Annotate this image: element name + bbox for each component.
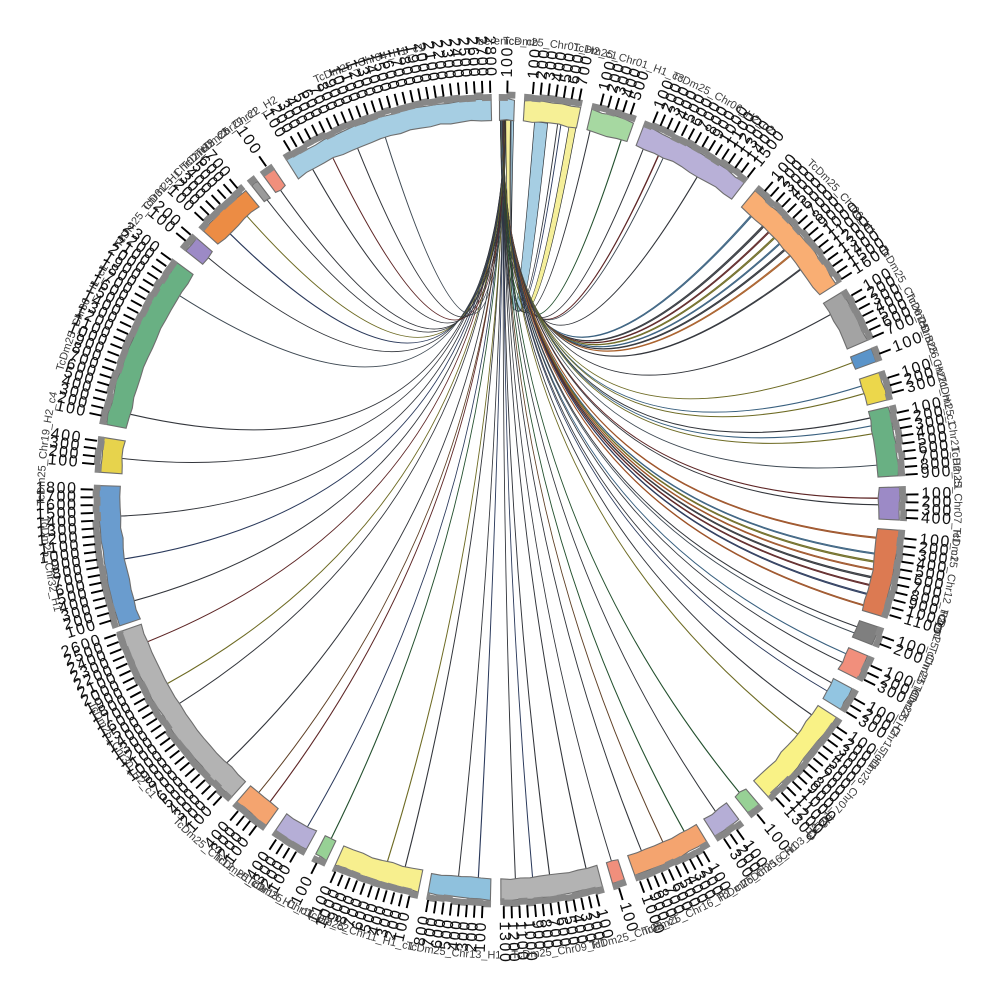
svg-text:1200: 1200	[37, 529, 80, 550]
svg-text:1100: 1100	[512, 921, 531, 963]
svg-text:600: 600	[566, 52, 588, 86]
svg-text:200: 200	[912, 403, 946, 426]
svg-text:200: 200	[921, 494, 953, 511]
svg-text:700: 700	[574, 53, 597, 87]
svg-text:1300: 1300	[496, 921, 513, 963]
svg-text:600: 600	[552, 916, 573, 950]
svg-text:100: 100	[472, 921, 490, 953]
svg-text:700: 700	[910, 579, 944, 602]
svg-text:100: 100	[390, 909, 414, 943]
svg-text:100: 100	[525, 47, 545, 80]
svg-text:1600: 1600	[35, 497, 77, 515]
svg-text:1000: 1000	[38, 545, 82, 567]
svg-text:200: 200	[48, 443, 81, 463]
svg-text:300: 300	[576, 911, 599, 945]
svg-text:400: 400	[446, 919, 466, 952]
svg-text:2400: 2400	[445, 37, 466, 80]
svg-text:600: 600	[917, 437, 950, 458]
svg-text:2500: 2500	[454, 36, 474, 79]
svg-text:100: 100	[54, 397, 88, 420]
svg-text:100: 100	[47, 451, 80, 471]
svg-text:2300: 2300	[436, 38, 458, 82]
svg-text:800: 800	[908, 587, 943, 611]
svg-text:500: 500	[55, 585, 90, 609]
svg-text:900: 900	[50, 553, 84, 574]
svg-text:400: 400	[50, 425, 84, 446]
svg-text:1400: 1400	[36, 513, 79, 532]
svg-text:500: 500	[914, 563, 948, 585]
svg-text:200: 200	[584, 909, 608, 943]
svg-text:200: 200	[533, 47, 553, 80]
svg-text:berenice_cb: berenice_cb	[478, 35, 539, 49]
svg-text:200: 200	[463, 920, 482, 952]
svg-text:2100: 2100	[419, 40, 442, 84]
svg-text:700: 700	[544, 917, 565, 950]
svg-text:500: 500	[437, 917, 458, 950]
svg-text:300: 300	[49, 434, 82, 455]
svg-text:600: 600	[54, 577, 88, 600]
svg-text:300: 300	[921, 502, 953, 520]
svg-text:200: 200	[56, 389, 91, 413]
svg-text:2600: 2600	[463, 36, 483, 79]
svg-text:300: 300	[454, 919, 473, 952]
svg-text:800: 800	[51, 561, 85, 583]
svg-text:400: 400	[568, 913, 590, 947]
svg-text:600: 600	[912, 571, 946, 594]
svg-text:100: 100	[499, 46, 517, 78]
svg-text:1000: 1000	[520, 920, 540, 963]
svg-text:100: 100	[910, 394, 944, 417]
svg-text:700: 700	[919, 446, 952, 466]
svg-text:100: 100	[921, 485, 953, 502]
svg-text:1300: 1300	[36, 521, 79, 541]
svg-text:800: 800	[919, 454, 952, 473]
svg-text:800: 800	[411, 913, 433, 947]
svg-text:2200: 2200	[428, 39, 451, 83]
svg-text:TcDm25_Chr07_H1_c1: TcDm25_Chr07_H1_c1	[947, 446, 963, 562]
svg-text:200: 200	[918, 539, 951, 560]
svg-text:700: 700	[52, 569, 86, 592]
svg-text:900: 900	[920, 463, 952, 482]
svg-text:1800: 1800	[35, 479, 77, 497]
svg-text:400: 400	[915, 420, 949, 442]
svg-text:400: 400	[550, 49, 571, 83]
svg-text:1200: 1200	[504, 921, 522, 963]
svg-text:1700: 1700	[35, 488, 77, 505]
svg-text:100: 100	[919, 531, 952, 551]
svg-text:700: 700	[420, 915, 442, 949]
svg-text:300: 300	[541, 48, 562, 81]
svg-text:500: 500	[916, 428, 950, 449]
svg-text:1100: 1100	[39, 537, 81, 558]
svg-text:900: 900	[528, 919, 548, 952]
svg-text:600: 600	[428, 916, 449, 950]
svg-text:2700: 2700	[472, 36, 491, 79]
svg-text:800: 800	[536, 918, 556, 951]
svg-text:300: 300	[917, 547, 950, 568]
svg-text:1500: 1500	[35, 505, 78, 523]
svg-text:400: 400	[921, 510, 953, 528]
svg-text:500: 500	[558, 50, 580, 84]
svg-text:2800: 2800	[481, 35, 499, 77]
svg-text:500: 500	[560, 914, 582, 948]
svg-text:400: 400	[915, 555, 949, 577]
svg-text:300: 300	[913, 411, 947, 433]
